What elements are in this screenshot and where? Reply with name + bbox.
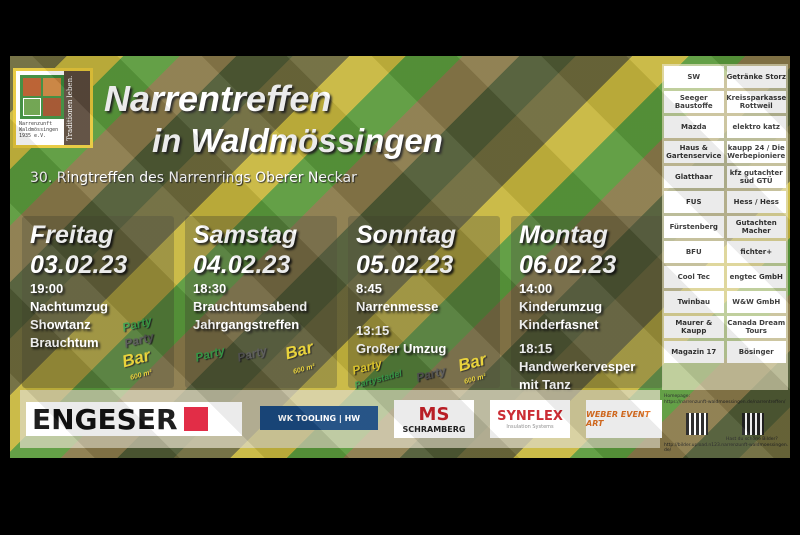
day-date: 03.02.23 <box>30 251 128 279</box>
sponsor-logo: Seeger Baustoffe <box>664 91 724 113</box>
day-saturday: Samstag 04.02.23 18:30 Brauchtumsabend J… <box>185 216 337 388</box>
sponsor-logo: Mazda <box>664 116 724 138</box>
day-name: Sonntag <box>356 221 456 249</box>
bar-size: 600 m² <box>129 369 153 382</box>
bar-size: 600 m² <box>292 363 316 376</box>
day-monday: Montag 06.02.23 14:00 Kinderumzug Kinder… <box>511 216 663 392</box>
event-poster: Traditionen leben. Narrenzunft Waldmössi… <box>10 56 790 458</box>
subtitle: 30. Ringtreffen des Narrenrings Oberer N… <box>30 170 357 186</box>
event-time: 18:15 <box>519 341 553 356</box>
homepage-url[interactable]: https://narrenzunft-waldmoessingen.de/na… <box>664 400 786 405</box>
club-logo: Traditionen leben. Narrenzunft Waldmössi… <box>13 68 93 148</box>
sponsor-logo: W&W GmbH <box>726 291 786 313</box>
day-date: 05.02.23 <box>356 251 454 279</box>
logo-slogan: Traditionen leben. <box>64 71 90 145</box>
event: Showtanz <box>30 317 91 332</box>
sponsor-weber: WEBER EVENT ART <box>586 400 662 438</box>
sponsor-logo: BFU <box>664 241 724 263</box>
event: Handwerkervesper <box>519 359 636 374</box>
sponsor-name: SYNFLEX <box>497 408 563 424</box>
party-label: Party <box>235 343 269 365</box>
photos-url[interactable]: http://bilder.upload.n123.narrenzunft-wa… <box>664 443 789 453</box>
sponsor-sub: Insulation Systems <box>506 423 554 430</box>
sponsor-logo: elektro katz <box>726 116 786 138</box>
day-friday: Freitag 03.02.23 19:00 Nachtumzug Showta… <box>22 216 174 388</box>
sponsor-logo: Fürstenberg <box>664 216 724 238</box>
logo-club-name: Narrenzunft Waldmössingen 1935 e.V. <box>19 121 59 139</box>
sponsor-name: SCHRAMBERG <box>402 425 466 434</box>
title-line-2: in Waldmössingen <box>152 122 443 159</box>
sponsor-logo: engtec GmbH <box>726 266 786 288</box>
sponsor-logo: Getränke Storz <box>726 66 786 88</box>
sponsor-logo: Haus & Gartenservice <box>664 141 724 163</box>
day-sunday: Sonntag 05.02.23 8:45 Narrenmesse 13:15 … <box>348 216 500 390</box>
main-sponsor-strip: ENGESER WK TOOLING | HW MS SCHRAMBERG SYN… <box>20 390 662 448</box>
party-label: Party <box>414 363 448 385</box>
sponsor-logo: Kreissparkasse Rottweil <box>726 91 786 113</box>
sponsor-logo: Bösinger <box>726 341 786 363</box>
event: Jahrgangstreffen <box>193 317 300 332</box>
sponsor-logo: Cool Tec <box>664 266 724 288</box>
day-name: Montag <box>519 221 608 249</box>
sponsor-logo: fichter+ <box>726 241 786 263</box>
event: Kinderumzug <box>519 299 603 314</box>
sponsor-wk-tooling: WK TOOLING | HW <box>260 406 378 430</box>
event-time: 13:15 <box>356 323 390 338</box>
day-date: 06.02.23 <box>519 251 617 279</box>
ms-logo-icon: MS <box>418 404 450 425</box>
sponsor-logo: Hess / Hess <box>726 191 786 213</box>
day-name: Samstag <box>193 221 298 249</box>
event-time: 18:30 <box>193 281 227 296</box>
engeser-square-icon <box>183 407 208 431</box>
day-date: 04.02.23 <box>193 251 291 279</box>
sponsor-logo: Gutachten Macher <box>726 216 786 238</box>
event: Kinderfasnet <box>519 317 599 332</box>
sponsor-name: ENGESER <box>32 402 178 436</box>
title-line-1: Narrentreffen <box>104 78 332 119</box>
sponsor-logo: Maurer & Kaupp <box>664 316 724 338</box>
sponsor-logo: SW <box>664 66 724 88</box>
photos-label: Hast du schöne Bilder? <box>726 437 778 442</box>
qr-code-icon[interactable] <box>742 413 764 435</box>
sponsor-logo: kaupp 24 / Die Werbepioniere <box>726 141 786 163</box>
bar-label: Bar <box>283 337 316 364</box>
event: mit Tanz <box>519 377 571 392</box>
sponsor-logo: Glatthaar <box>664 166 724 188</box>
sponsor-logo: Magazin 17 <box>664 341 724 363</box>
day-name: Freitag <box>30 221 114 249</box>
sponsor-logo: Twinbau <box>664 291 724 313</box>
sponsor-grid: SW Getränke Storz Seeger Baustoffe Kreisspa… <box>662 64 788 390</box>
qr-code-icon[interactable] <box>686 413 708 435</box>
sponsor-schramberg: MS SCHRAMBERG <box>394 400 474 438</box>
sponsor-synflex: SYNFLEX Insulation Systems <box>490 400 570 438</box>
event: Großer Umzug <box>356 341 447 356</box>
sponsor-logo: Canada Dream Tours <box>726 316 786 338</box>
sponsor-logo: FUS <box>664 191 724 213</box>
bar-size: 600 m² <box>463 373 487 386</box>
event-time: 19:00 <box>30 281 64 296</box>
event-time: 8:45 <box>356 281 383 296</box>
sponsor-engeser: ENGESER <box>26 402 242 436</box>
event: Narrenmesse <box>356 299 439 314</box>
event-time: 14:00 <box>519 281 553 296</box>
event: Nachtumzug <box>30 299 108 314</box>
homepage-label: Homepage: <box>664 394 691 399</box>
event: Brauchtum <box>30 335 99 350</box>
sponsor-logo: kfz gutachter süd GTÜ <box>726 166 786 188</box>
event: Brauchtumsabend <box>193 299 308 314</box>
party-label: Party <box>193 343 227 365</box>
